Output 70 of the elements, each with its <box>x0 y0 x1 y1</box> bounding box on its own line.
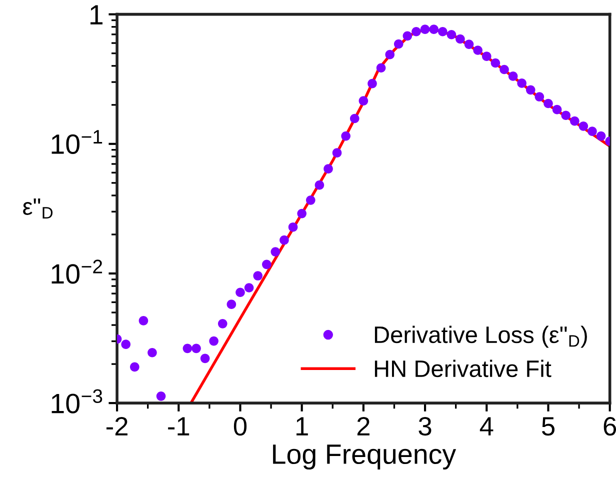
y-tick-label: 10$^{−3}$ <box>52 389 102 414</box>
point <box>262 260 272 270</box>
point <box>420 24 430 34</box>
x-tick-label: 6 <box>604 416 616 436</box>
point <box>288 222 298 232</box>
point <box>253 271 263 280</box>
point <box>438 26 448 36</box>
point <box>473 46 482 55</box>
point <box>297 208 306 218</box>
point <box>456 34 465 44</box>
point <box>402 31 412 41</box>
point <box>429 24 439 34</box>
x-tick-label: 2 <box>357 416 370 436</box>
point <box>596 131 606 141</box>
point <box>588 126 597 136</box>
point <box>130 362 140 372</box>
point <box>156 392 166 401</box>
point <box>270 247 280 256</box>
point <box>192 344 201 354</box>
point <box>464 40 474 49</box>
point <box>508 72 518 81</box>
point <box>385 50 395 60</box>
point <box>350 114 360 124</box>
point <box>526 85 536 95</box>
point <box>218 319 228 328</box>
point <box>517 78 526 88</box>
legend-label: Derivative Loss (ε"$_{D}$) <box>374 326 587 348</box>
point <box>306 195 316 205</box>
point <box>446 30 456 40</box>
y-tick-label: 10$^{−1}$ <box>52 130 102 154</box>
legend-label: HN Derivative Fit <box>374 360 552 378</box>
x-tick-label: 1 <box>296 417 308 436</box>
x-tick-label: 3 <box>418 416 432 436</box>
point <box>570 116 580 126</box>
point <box>578 122 588 131</box>
point <box>324 164 333 174</box>
x-tick-label: -2 <box>106 416 128 436</box>
point <box>148 348 157 358</box>
y-axis-title: ε"$_{D}$ <box>23 198 53 218</box>
point <box>138 316 148 326</box>
point <box>534 92 544 102</box>
x-axis-title: Log Frequency <box>273 444 456 470</box>
point <box>544 98 553 108</box>
y-tick-label: 10$^{−2}$ <box>52 260 102 284</box>
point <box>368 78 377 88</box>
point <box>500 64 509 74</box>
point <box>552 104 562 114</box>
point <box>209 336 218 346</box>
x-tick-label: 4 <box>480 417 494 436</box>
point <box>341 131 350 141</box>
x-tick-label: 0 <box>234 416 247 436</box>
x-tick-label: -1 <box>168 417 190 436</box>
point <box>280 235 289 245</box>
point <box>226 300 236 309</box>
point <box>394 39 404 49</box>
point <box>121 340 131 349</box>
point <box>182 344 192 354</box>
point <box>200 354 210 364</box>
point <box>244 283 254 292</box>
point <box>412 26 421 36</box>
point <box>482 52 492 61</box>
y-tick-label: 1 <box>90 5 102 24</box>
x-tick-label: 5 <box>542 417 554 436</box>
point <box>332 148 342 158</box>
point <box>236 288 245 298</box>
point <box>358 96 368 106</box>
point <box>376 63 386 73</box>
point <box>490 58 500 68</box>
point <box>561 110 571 120</box>
point <box>314 180 324 190</box>
